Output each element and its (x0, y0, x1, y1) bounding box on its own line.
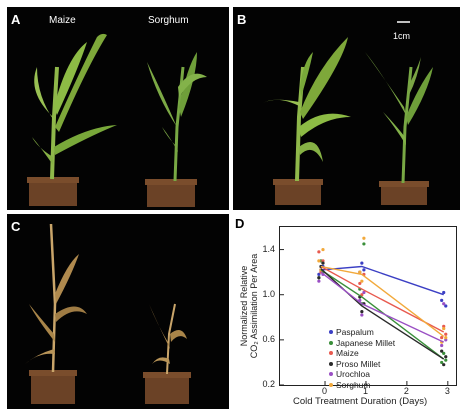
legend-label: Japanese Millet (336, 337, 396, 348)
data-point (444, 332, 448, 336)
data-point (362, 236, 366, 240)
y-tick-label: 0.2 (262, 379, 275, 389)
y-tick-label: 1.4 (262, 243, 275, 254)
legend: Paspalum Japanese Millet Maize Proso Millet… (329, 327, 395, 390)
data-point (362, 242, 366, 246)
data-point (440, 343, 444, 348)
legend-marker (329, 372, 333, 377)
data-point (362, 290, 366, 295)
data-point (317, 250, 321, 254)
legend-label: Urochloa (336, 369, 371, 379)
legend-item: Sorghum (329, 380, 395, 391)
data-point (360, 279, 364, 283)
legend-label: Maize (336, 348, 359, 358)
data-point (444, 338, 448, 342)
y-axis-label: Normalized Relative CO₂ Assimilation Per… (239, 236, 259, 376)
panel-letter-c: C (11, 219, 21, 234)
data-point (444, 304, 448, 308)
recovered-plants-image (263, 21, 433, 205)
data-point (440, 349, 444, 353)
plot-area: Paspalum Japanese Millet Maize Proso Millet… (279, 226, 457, 390)
data-point (442, 363, 446, 367)
legend-label: Sorghum (336, 379, 371, 390)
legend-label: Paspalum (336, 327, 374, 337)
data-point (440, 360, 444, 365)
scale-label: 1cm (393, 31, 411, 41)
data-point (362, 268, 366, 272)
data-point (317, 276, 321, 280)
x-tick-label: 0 (322, 386, 328, 396)
data-point (317, 279, 321, 283)
data-point (360, 313, 364, 317)
data-point (442, 351, 446, 355)
data-point (444, 358, 448, 362)
sorghum-label: Sorghum (148, 15, 189, 26)
x-tick-label: 3 (444, 386, 450, 396)
series-line (320, 271, 445, 343)
panel-a-photo: A Maize Sorghum (7, 7, 229, 210)
legend-marker (329, 330, 333, 335)
data-point (442, 302, 446, 306)
y-axis-label-line2: CO₂ Assimilation Per Area (249, 253, 259, 359)
y-tick-label: 0.6 (262, 333, 275, 344)
data-point (317, 272, 321, 276)
data-point (321, 259, 325, 263)
data-point (360, 293, 364, 297)
legend-item: Paspalum (329, 327, 395, 338)
data-point (358, 281, 362, 286)
maize-label: Maize (49, 15, 76, 26)
data-point (360, 310, 364, 314)
panel-letter-d: D (235, 216, 245, 231)
data-point (440, 298, 444, 302)
series-line (320, 265, 445, 333)
data-point (444, 355, 448, 359)
y-tick-label: 1.0 (262, 288, 275, 299)
data-point (321, 261, 325, 265)
panel-b-photo: B 1cm (233, 7, 460, 210)
legend-item: Urochloa (329, 369, 395, 380)
panel-d-chart: D Normalized Relative CO₂ Assimilation P… (233, 214, 463, 412)
plot-svg (280, 236, 449, 385)
series-line (320, 268, 445, 360)
legend-label: Proso Millet (336, 358, 381, 369)
panel-letter-b: B (237, 12, 247, 27)
data-point (360, 261, 364, 265)
data-point (442, 326, 446, 331)
x-axis-label: Cold Treatment Duration (Days) (293, 396, 428, 407)
cold-damaged-plants-image (25, 223, 191, 404)
data-point (442, 290, 446, 295)
x-tick-label: 2 (403, 386, 409, 396)
legend-marker (329, 351, 333, 356)
maize-sorghum-plants-image (27, 33, 207, 207)
legend-marker (329, 361, 333, 366)
legend-marker (329, 382, 333, 387)
panel-letter-a: A (11, 12, 21, 27)
legend-item: Japanese Millet (329, 338, 395, 349)
data-point (440, 336, 444, 340)
data-point (358, 270, 362, 274)
data-point (317, 259, 321, 263)
data-point (321, 247, 325, 252)
legend-item: Maize (329, 348, 395, 359)
series-line (320, 265, 445, 338)
data-point (442, 324, 446, 328)
series-line (320, 269, 445, 360)
data-point (444, 336, 448, 340)
legend-item: Proso Millet (329, 359, 395, 370)
legend-marker (329, 340, 333, 345)
panel-c-photo: C (7, 214, 229, 409)
x-tick-label: 1 (362, 386, 368, 396)
y-axis-label-line1: Normalized Relative (239, 265, 249, 347)
